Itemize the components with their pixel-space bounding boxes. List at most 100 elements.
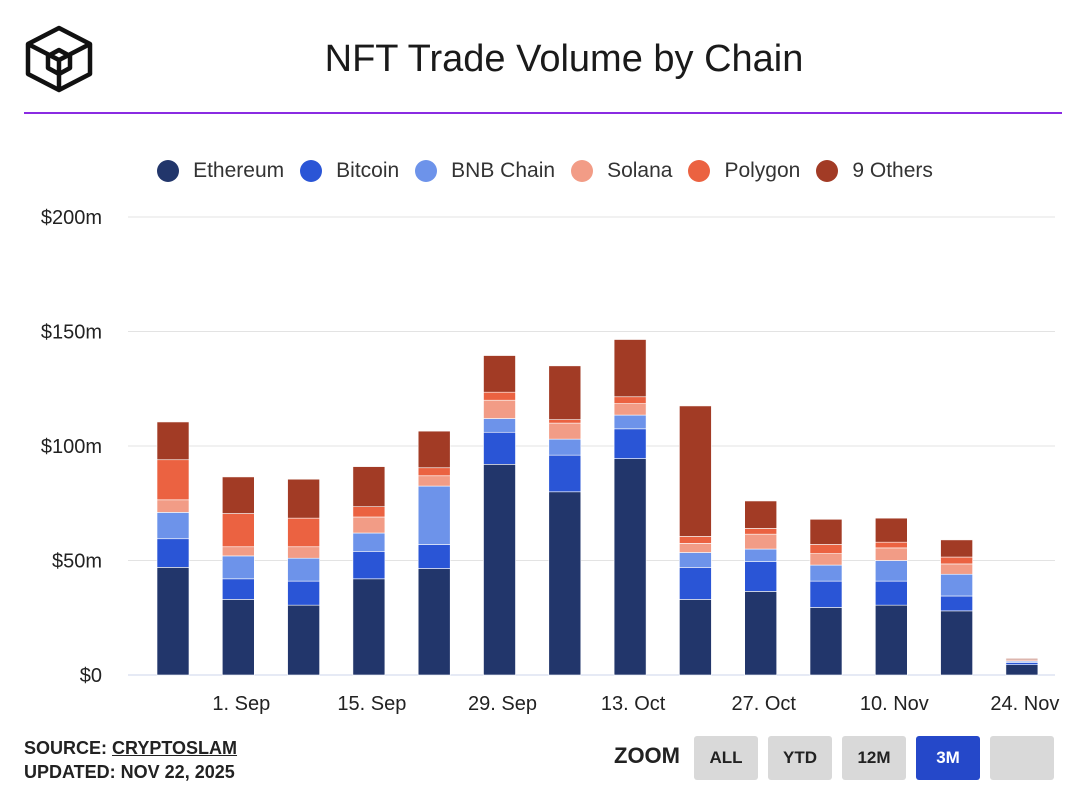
bar-segment[interactable] bbox=[679, 543, 712, 553]
bar-segment[interactable] bbox=[483, 418, 516, 433]
bar-segment[interactable] bbox=[417, 467, 451, 477]
bar-segment[interactable] bbox=[874, 560, 908, 582]
bar-segment[interactable] bbox=[940, 563, 973, 575]
bar-segment[interactable] bbox=[352, 578, 386, 676]
bar-segment[interactable] bbox=[874, 604, 908, 676]
bar-segment[interactable] bbox=[809, 544, 843, 554]
bar-segment[interactable] bbox=[940, 573, 973, 597]
zoom-3m-button[interactable]: 3M bbox=[916, 736, 980, 780]
bar-segment[interactable] bbox=[744, 591, 778, 676]
bar-segment[interactable] bbox=[613, 414, 647, 430]
bar-segment[interactable] bbox=[874, 580, 908, 606]
bar-segment[interactable] bbox=[417, 430, 451, 469]
bar-segment[interactable] bbox=[940, 556, 973, 565]
bar-segment[interactable] bbox=[417, 568, 451, 676]
legend-item[interactable]: Solana bbox=[571, 159, 672, 183]
bar-segment[interactable] bbox=[417, 475, 451, 487]
bar-segment[interactable] bbox=[222, 476, 255, 514]
bar-segment[interactable] bbox=[222, 555, 255, 580]
bar-segment[interactable] bbox=[352, 532, 386, 552]
bar-segment[interactable] bbox=[940, 610, 973, 676]
bar-segment[interactable] bbox=[744, 548, 778, 562]
bar-segment[interactable] bbox=[613, 428, 647, 459]
bar-segment[interactable] bbox=[613, 396, 647, 404]
bar-segment[interactable] bbox=[287, 580, 320, 606]
bar-segment[interactable] bbox=[548, 419, 582, 424]
bar-segment[interactable] bbox=[156, 567, 190, 676]
bar-segment[interactable] bbox=[352, 516, 386, 534]
bar-segment[interactable] bbox=[156, 421, 190, 461]
bar-segment[interactable] bbox=[809, 607, 843, 676]
bar-segment[interactable] bbox=[548, 454, 582, 493]
bar-segment[interactable] bbox=[156, 512, 190, 540]
bar-segment[interactable] bbox=[679, 405, 712, 537]
bar-segment[interactable] bbox=[548, 491, 582, 676]
bar-segment[interactable] bbox=[156, 538, 190, 568]
legend-item[interactable]: Polygon bbox=[688, 159, 800, 183]
bar-segment[interactable] bbox=[1005, 664, 1039, 676]
zoom-all-button[interactable]: ALL bbox=[694, 736, 758, 780]
bar-segment[interactable] bbox=[679, 552, 712, 568]
stacked-bar-chart: $0 $50m $100m $150m $200m 1. Sep 15. Sep 29. Se… bbox=[41, 207, 1060, 715]
chart-legend: Ethereum Bitcoin BNB Chain Solana Polygon 9 O… bbox=[0, 156, 1090, 186]
legend-item[interactable]: Bitcoin bbox=[300, 159, 399, 183]
bar-segment[interactable] bbox=[483, 355, 516, 393]
bar-segment[interactable] bbox=[483, 391, 516, 401]
bar-segment[interactable] bbox=[613, 339, 647, 398]
bar-segment[interactable] bbox=[548, 365, 582, 420]
legend-item[interactable]: BNB Chain bbox=[415, 159, 555, 183]
bar-segment[interactable] bbox=[287, 478, 320, 519]
bar-segment[interactable] bbox=[679, 599, 712, 676]
bar-segment[interactable] bbox=[809, 518, 843, 545]
bar-segment[interactable] bbox=[352, 506, 386, 518]
bar-segment[interactable] bbox=[417, 544, 451, 569]
zoom-ytd-button[interactable]: YTD bbox=[768, 736, 832, 780]
bar-segment[interactable] bbox=[483, 431, 516, 465]
bar-segment[interactable] bbox=[613, 458, 647, 676]
bar-segment[interactable] bbox=[417, 485, 451, 545]
bar-segment[interactable] bbox=[287, 546, 320, 559]
bar-segment[interactable] bbox=[874, 517, 908, 543]
legend-label: 9 Others bbox=[852, 159, 933, 182]
bar-segment[interactable] bbox=[156, 459, 190, 501]
bar-segment[interactable] bbox=[483, 399, 516, 419]
bar-segment[interactable] bbox=[809, 564, 843, 582]
bar-segment[interactable] bbox=[744, 533, 778, 550]
bar-segment[interactable] bbox=[548, 438, 582, 456]
bar-segment[interactable] bbox=[352, 551, 386, 580]
bar-segment[interactable] bbox=[679, 567, 712, 600]
legend-item[interactable]: Ethereum bbox=[157, 159, 284, 183]
x-tick-label: 1. Sep bbox=[212, 693, 270, 715]
bar-segment[interactable] bbox=[222, 513, 255, 548]
bar-segment[interactable] bbox=[222, 599, 255, 676]
bar-segment[interactable] bbox=[679, 536, 712, 544]
legend-item[interactable]: 9 Others bbox=[816, 159, 933, 183]
bar-segment[interactable] bbox=[809, 580, 843, 608]
bar-segment[interactable] bbox=[287, 604, 320, 676]
bar-segment[interactable] bbox=[940, 595, 973, 612]
source-link[interactable]: CRYPTOSLAM bbox=[112, 738, 238, 758]
bar-segment[interactable] bbox=[287, 557, 320, 582]
bar-segment[interactable] bbox=[744, 561, 778, 592]
bar-segment[interactable] bbox=[1005, 662, 1039, 665]
bar-segment[interactable] bbox=[222, 578, 255, 600]
bar-segment[interactable] bbox=[222, 546, 255, 557]
bar-segment[interactable] bbox=[940, 539, 973, 558]
bar-segment[interactable] bbox=[809, 553, 843, 566]
bar-segment[interactable] bbox=[483, 464, 516, 676]
bar-segment[interactable] bbox=[874, 541, 908, 549]
bar-segment[interactable] bbox=[352, 466, 386, 507]
bar-segment[interactable] bbox=[874, 547, 908, 561]
zoom-12m-button[interactable]: 12M bbox=[842, 736, 906, 780]
bar-segment[interactable] bbox=[548, 422, 582, 440]
updated-date: UPDATED: NOV 22, 2025 bbox=[24, 762, 235, 782]
legend-marker bbox=[300, 160, 323, 182]
bar-segment[interactable] bbox=[613, 403, 647, 416]
x-tick-label: 13. Oct bbox=[601, 693, 666, 715]
bar-segment[interactable] bbox=[744, 528, 778, 535]
zoom-custom-button[interactable] bbox=[990, 736, 1054, 780]
bar-segment[interactable] bbox=[744, 500, 778, 529]
bar-segment[interactable] bbox=[156, 499, 190, 513]
bar-segment[interactable] bbox=[1005, 658, 1039, 660]
bar-segment[interactable] bbox=[287, 517, 320, 548]
